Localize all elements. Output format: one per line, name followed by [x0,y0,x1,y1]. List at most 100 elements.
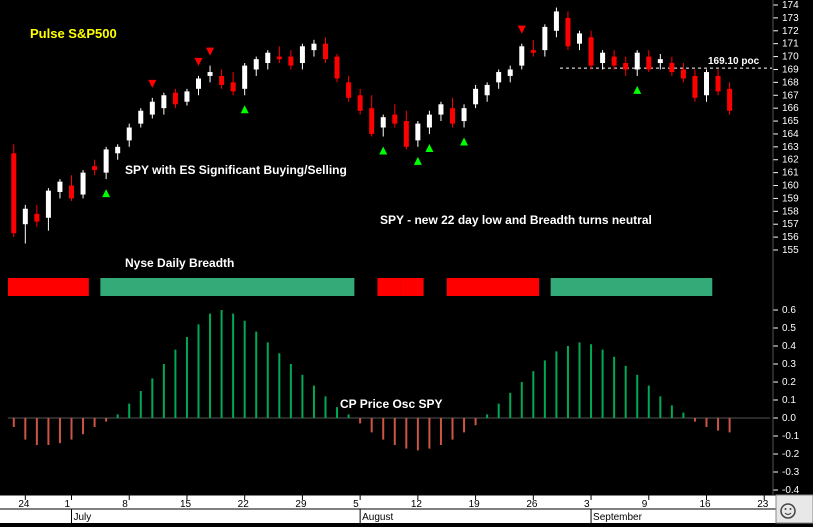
candle-body [69,186,74,199]
chart-svg: 1551561571581591601611621631641651661671… [0,0,813,527]
candle-body [658,59,663,63]
candle-body [577,33,582,43]
candle-body [150,102,155,115]
candle-body [496,72,501,82]
breadth-bar [401,278,424,296]
price-ytick: 173 [782,13,799,24]
price-ytick: 158 [782,206,799,217]
price-ytick: 155 [782,245,799,256]
candle-body [219,76,224,85]
osc-ytick: 0.5 [782,323,796,334]
price-ytick: 164 [782,129,799,140]
x-date-tick: 9 [642,499,648,510]
x-date-tick: 1 [65,499,71,510]
candle-body [300,46,305,63]
chart-title: Pulse S&P500 [30,26,117,41]
chart-container: 1551561571581591601611621631641651661671… [0,0,813,527]
candle-body [427,115,432,128]
x-month-tick: August [362,512,393,523]
price-ytick: 166 [782,103,799,114]
price-ytick: 167 [782,90,799,101]
candle-body [288,57,293,66]
candle-body [531,50,536,53]
annotation-2: Nyse Daily Breadth [125,256,234,270]
candle-body [716,76,721,91]
candle-body [381,117,386,127]
candle-body [242,66,247,89]
price-ytick: 165 [782,116,799,127]
x-month-tick: July [74,512,92,523]
candle-body [565,18,570,46]
candle-body [646,57,651,70]
poc-label: 169.10 poc [708,56,760,67]
candle-body [104,149,109,172]
candle-body [681,69,686,78]
candle-body [589,37,594,65]
candle-body [450,108,455,123]
osc-ytick: 0.2 [782,377,796,388]
breadth-bar [377,278,400,296]
x-date-tick: 5 [353,499,359,510]
price-ytick: 156 [782,232,799,243]
x-date-tick: 15 [180,499,192,510]
annotation-1: SPY - new 22 day low and Breadth turns n… [380,213,652,227]
osc-ytick: -0.3 [782,467,800,478]
candle-body [184,91,189,101]
osc-ytick: 0.1 [782,395,796,406]
price-ytick: 157 [782,219,799,230]
osc-ytick: -0.2 [782,449,800,460]
candle-body [277,57,282,60]
osc-ytick: -0.4 [782,485,800,496]
x-date-tick: 29 [295,499,307,510]
candle-body [392,115,397,124]
annotation-3: CP Price Osc SPY [340,397,443,411]
candle-body [508,69,513,75]
candle-body [369,108,374,134]
candle-body [415,124,420,141]
price-ytick: 163 [782,142,799,153]
candle-body [692,76,697,98]
candle-body [519,46,524,65]
x-date-tick: 16 [700,499,712,510]
x-date-tick: 24 [18,499,30,510]
price-ytick: 172 [782,26,799,37]
candle-body [485,85,490,95]
osc-ytick: 0.3 [782,359,796,370]
candle-body [34,214,39,222]
candle-body [11,153,16,233]
osc-ytick: 0.0 [782,413,796,424]
candle-body [623,63,628,69]
annotation-0: SPY with ES Significant Buying/Selling [125,163,347,177]
candle-body [600,53,605,63]
x-date-tick: 3 [584,499,590,510]
candle-body [231,82,236,91]
candle-body [462,108,467,121]
osc-ytick: 0.6 [782,305,796,316]
candle-body [358,95,363,110]
breadth-bar [447,278,539,296]
breadth-bar [100,278,354,296]
osc-ytick: 0.4 [782,341,796,352]
price-ytick: 170 [782,52,799,63]
candle-body [23,209,28,224]
candle-body [265,53,270,63]
candle-body [127,128,132,141]
osc-ytick: -0.1 [782,431,800,442]
candle-body [92,166,97,170]
x-date-tick: 12 [411,499,423,510]
breadth-bar [551,278,713,296]
candle-body [323,44,328,59]
candle-body [46,191,51,218]
price-ytick: 160 [782,181,799,192]
candle-body [635,53,640,70]
candle-body [138,111,143,124]
candle-body [473,89,478,104]
candle-body [208,72,213,76]
candle-body [669,63,674,72]
candle-body [57,182,62,192]
candle-body [81,173,86,195]
candle-body [404,121,409,147]
price-ytick: 162 [782,155,799,166]
candle-body [311,44,316,50]
x-date-tick: 23 [757,499,769,510]
